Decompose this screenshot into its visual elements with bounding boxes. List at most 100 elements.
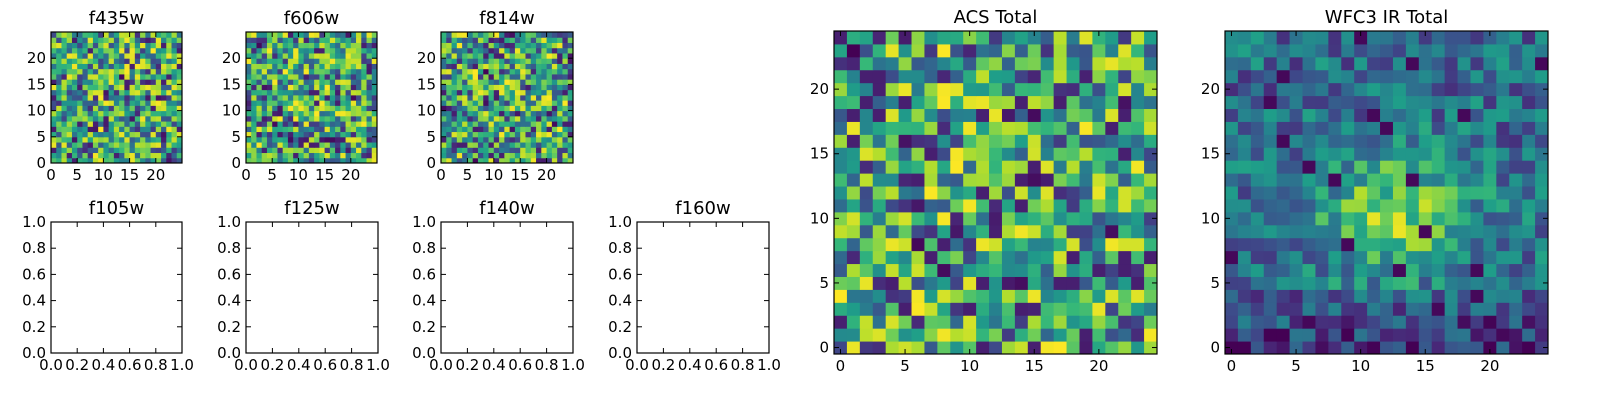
heatmap-cell	[277, 47, 284, 54]
heatmap-cell	[366, 63, 373, 70]
heatmap-cell	[1483, 224, 1497, 239]
heatmap-cell	[340, 58, 347, 64]
heatmap-cell	[846, 82, 861, 97]
heatmap-cell	[536, 63, 542, 70]
heatmap-cell	[441, 47, 447, 54]
heatmap-cell	[266, 32, 273, 38]
heatmap-cell	[541, 152, 548, 159]
heatmap-cell	[562, 136, 569, 143]
heatmap-cell	[1367, 302, 1381, 316]
heatmap-cell	[924, 56, 938, 71]
heatmap-cell	[1001, 134, 1016, 148]
heatmap-cell	[1367, 211, 1381, 226]
heatmap-cell	[1354, 315, 1368, 329]
heatmap-cell	[166, 37, 173, 43]
heatmap-cell	[525, 157, 532, 164]
heatmap-cell	[1405, 95, 1420, 110]
heatmap-cell	[1053, 198, 1068, 213]
heatmap-cell	[161, 47, 167, 54]
heatmap-cell	[92, 157, 99, 164]
heatmap-cell	[124, 110, 131, 117]
heatmap-cell	[1483, 56, 1497, 71]
heatmap-cell	[56, 58, 62, 64]
heatmap-cell	[56, 47, 62, 54]
heatmap-cell	[546, 105, 553, 112]
heatmap-cell	[525, 58, 532, 64]
heatmap-cell	[1367, 250, 1381, 265]
heatmap-cell	[1276, 160, 1291, 174]
heatmap-cell	[92, 126, 99, 133]
heatmap-cell	[1470, 173, 1484, 187]
heatmap-cell	[1001, 211, 1016, 226]
heatmap-cell	[976, 43, 990, 58]
heatmap-cell	[557, 126, 563, 133]
heatmap-cell	[1470, 160, 1484, 174]
heatmap-cell	[1431, 147, 1446, 161]
heatmap-cell	[1392, 69, 1407, 84]
heatmap-cell	[282, 84, 289, 91]
heatmap-cell	[82, 73, 89, 80]
heatmap-cell	[129, 63, 136, 70]
heatmap-cell	[356, 58, 362, 64]
x-tick-label: 15	[1025, 357, 1044, 375]
x-tick-label: 0	[1227, 357, 1237, 375]
heatmap-cell	[251, 89, 257, 96]
heatmap-cell	[446, 58, 453, 64]
heatmap-cell	[166, 79, 173, 85]
heatmap-cell	[950, 237, 964, 252]
heatmap-cell	[846, 160, 861, 174]
heatmap-cell	[1014, 186, 1029, 200]
heatmap-cell	[898, 56, 913, 71]
heatmap-cell	[119, 58, 125, 64]
x-tick-label: 0.8	[144, 356, 168, 374]
heatmap-cell	[1341, 134, 1355, 148]
heatmap-cell	[924, 31, 938, 45]
heatmap-cell	[371, 89, 378, 96]
heatmap-cell	[293, 142, 299, 148]
heatmap-cell	[266, 68, 273, 75]
heatmap-cell	[1535, 134, 1549, 148]
heatmap-cell	[530, 157, 537, 164]
heatmap-cell	[1380, 173, 1394, 187]
heatmap-cell	[499, 32, 505, 38]
heatmap-cell	[989, 302, 1003, 316]
heatmap-cell	[51, 68, 57, 75]
heatmap-cell	[103, 105, 110, 112]
heatmap-cell	[366, 79, 373, 85]
heatmap-cell	[82, 126, 89, 133]
heatmap-cell	[340, 110, 347, 117]
heatmap-cell	[1405, 108, 1420, 122]
heatmap-cell	[1276, 224, 1291, 239]
heatmap-cell	[1509, 341, 1523, 355]
axes-frame	[440, 31, 574, 164]
heatmap-cell	[92, 115, 99, 122]
heatmap-cell	[145, 157, 152, 164]
heatmap-cell	[266, 79, 273, 85]
heatmap-cell	[885, 43, 900, 58]
heatmap-cell	[1341, 31, 1355, 45]
heatmap-cell	[150, 121, 157, 127]
heatmap-cell	[504, 47, 511, 54]
heatmap-cell	[1237, 173, 1252, 187]
heatmap-cell	[846, 302, 861, 316]
heatmap-cell	[1354, 302, 1368, 316]
heatmap-cell	[462, 63, 468, 70]
heatmap-cell	[1431, 160, 1446, 174]
heatmap-cell	[113, 84, 120, 91]
heatmap-cell	[1367, 82, 1381, 97]
heatmap-cell	[1509, 276, 1523, 290]
heatmap-cell	[1263, 328, 1278, 342]
heatmap-cell	[134, 89, 141, 96]
heatmap-cell	[520, 147, 526, 154]
heatmap-cell	[366, 105, 373, 112]
heatmap-cell	[171, 126, 178, 133]
heatmap-cell	[361, 79, 368, 85]
heatmap-cell	[567, 115, 574, 122]
heatmap-cell	[51, 47, 57, 54]
heatmap-cell	[846, 250, 861, 265]
heatmap-cell	[129, 110, 136, 117]
heatmap-cell	[246, 47, 252, 54]
heatmap-cell	[303, 105, 310, 112]
heatmap-cell	[1431, 69, 1446, 84]
heatmap-cell	[1092, 289, 1106, 303]
